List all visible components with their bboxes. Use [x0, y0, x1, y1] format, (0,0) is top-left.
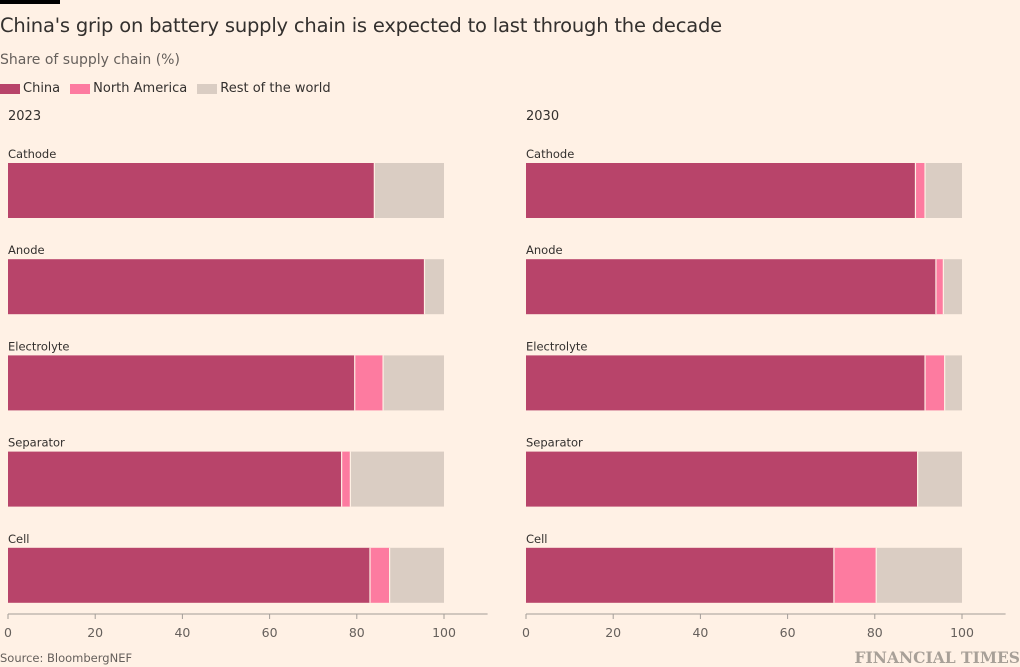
x-tick-label-60-2030: 60 — [780, 625, 796, 640]
bar-segment-rest-of-the-world-cell-2030 — [876, 547, 962, 603]
x-tick-label-80-2023: 80 — [349, 625, 365, 640]
bar-segment-north-america-cell-2030 — [833, 547, 877, 603]
segment-separator — [373, 163, 375, 218]
bar-segment-rest-of-the-world-anode-2030 — [943, 259, 962, 315]
category-label-cathode-2030: Cathode — [526, 147, 574, 161]
segment-separator — [423, 259, 426, 315]
bar-segment-china-cathode-2023 — [8, 163, 375, 218]
segment-separator — [354, 355, 356, 411]
category-label-cathode-2023: Cathode — [8, 147, 56, 161]
segment-separator — [833, 547, 835, 603]
legend-swatch-rest-of-world — [197, 83, 218, 94]
legend-swatch-north-america — [70, 83, 91, 94]
x-tick-label-40-2030: 40 — [692, 625, 708, 640]
ft-top-bar — [0, 0, 60, 4]
legend-item-north-america: North America — [70, 81, 187, 96]
bar-segment-north-america-cathode-2030 — [915, 163, 925, 218]
bar-segment-north-america-cell-2023 — [369, 547, 390, 603]
bar-segment-rest-of-the-world-separator-2023 — [350, 451, 444, 507]
segment-separator — [917, 451, 919, 507]
category-label-cell-2023: Cell — [8, 532, 30, 546]
x-tick-label-40-2023: 40 — [174, 625, 190, 640]
source-note: Source: BloombergNEF — [0, 651, 133, 665]
x-tick-label-80-2030: 80 — [867, 625, 883, 640]
bar-segment-rest-of-the-world-cell-2023 — [389, 547, 444, 603]
segment-separator — [944, 355, 946, 411]
legend-label-china: China — [23, 81, 61, 96]
legend-item-rest-of-world: Rest of the world — [197, 81, 331, 96]
segment-separator — [349, 451, 351, 507]
legend-label-north-america: North America — [93, 81, 188, 96]
bar-segment-north-america-electrolyte-2030 — [924, 355, 945, 411]
bar-segment-rest-of-the-world-electrolyte-2030 — [944, 355, 962, 411]
bar-segment-rest-of-the-world-cathode-2023 — [374, 163, 444, 218]
segment-separator — [942, 259, 944, 315]
category-label-separator-2030: Separator — [526, 436, 583, 450]
bar-segment-north-america-separator-2023 — [341, 451, 351, 507]
segment-separator — [382, 355, 384, 411]
x-tick-label-100-2030: 100 — [950, 625, 974, 640]
bar-segment-china-cell-2030 — [526, 547, 834, 603]
x-tick-label-60-2023: 60 — [262, 625, 278, 640]
bar-segment-rest-of-the-world-anode-2023 — [424, 259, 444, 315]
bar-segment-rest-of-the-world-electrolyte-2023 — [382, 355, 444, 411]
panel-title-2030: 2030 — [526, 109, 560, 124]
legend-swatch-china — [0, 83, 20, 94]
bar-segment-rest-of-the-world-separator-2030 — [917, 451, 962, 507]
x-tick-label-20-2023: 20 — [87, 625, 103, 640]
category-label-electrolyte-2023: Electrolyte — [8, 339, 69, 353]
bar-segment-china-electrolyte-2030 — [526, 355, 925, 411]
segment-separator — [389, 547, 391, 603]
x-tick-label-0-2030: 0 — [522, 625, 530, 640]
ft-logo: FINANCIAL TIMES — [854, 648, 1020, 667]
bar-segment-rest-of-the-world-cathode-2030 — [924, 163, 962, 218]
bar-segment-china-anode-2023 — [8, 259, 425, 315]
bar-segment-china-cathode-2030 — [526, 163, 916, 218]
bar-segment-china-electrolyte-2023 — [8, 355, 355, 411]
panel-title-2023: 2023 — [8, 109, 42, 124]
legend-item-china: China — [0, 81, 60, 96]
category-label-electrolyte-2030: Electrolyte — [526, 339, 587, 353]
segment-separator — [924, 163, 926, 218]
chart-subtitle: Share of supply chain (%) — [0, 52, 180, 68]
bar-segment-china-anode-2030 — [526, 259, 936, 315]
category-label-anode-2023: Anode — [8, 243, 45, 257]
bar-segment-china-cell-2023 — [8, 547, 370, 603]
bar-segment-china-separator-2023 — [8, 451, 342, 507]
segment-separator — [875, 547, 877, 603]
bar-segment-china-separator-2030 — [526, 451, 918, 507]
bar-segment-north-america-anode-2030 — [935, 259, 944, 315]
bar-segment-north-america-electrolyte-2023 — [354, 355, 383, 411]
category-label-cell-2030: Cell — [526, 532, 548, 546]
segment-separator — [935, 259, 937, 315]
category-label-anode-2030: Anode — [526, 243, 563, 257]
legend: China North America Rest of the world — [0, 81, 341, 96]
legend-label-rest-of-world: Rest of the world — [220, 81, 331, 96]
segment-separator — [924, 355, 926, 411]
segment-separator — [914, 163, 917, 218]
segment-separator — [341, 451, 343, 507]
x-tick-label-100-2023: 100 — [432, 625, 456, 640]
category-label-separator-2023: Separator — [8, 436, 65, 450]
x-tick-label-0-2023: 0 — [4, 625, 12, 640]
segment-separator — [369, 547, 371, 603]
chart-title: China's grip on battery supply chain is … — [0, 14, 722, 37]
x-tick-label-20-2030: 20 — [605, 625, 621, 640]
